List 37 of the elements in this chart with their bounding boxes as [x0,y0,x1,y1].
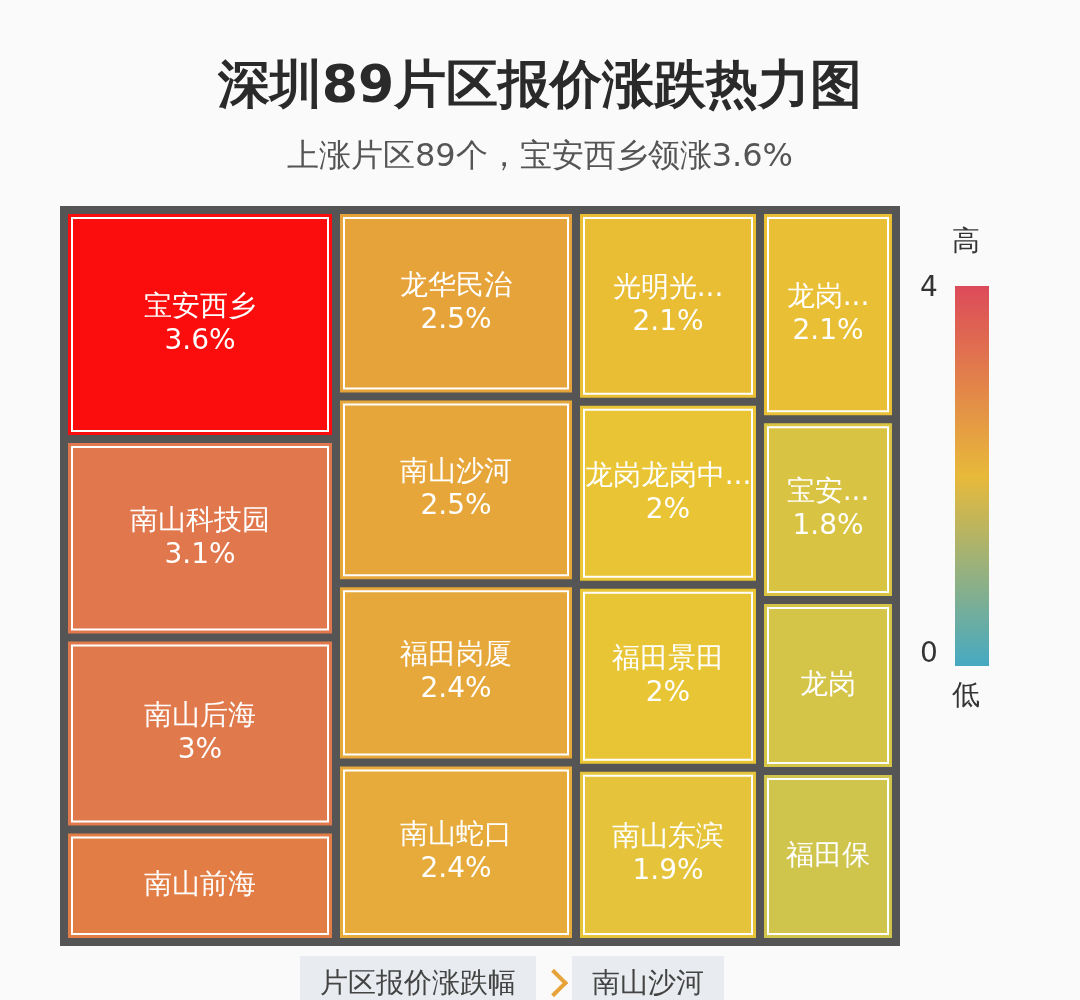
data-label: 1.8% [792,507,864,541]
data-label: 2% [645,491,691,525]
data-label: 3.6% [164,322,236,356]
data-label: 2.1% [792,312,864,346]
category-label: 龙岗龙岗中... [584,457,752,491]
category-label: 福田岗厦 [400,637,512,671]
category-label: 宝安... [786,473,870,507]
text: 深圳89片区报价涨跌热力图 [216,53,864,116]
category-label: 龙岗... [786,278,870,312]
data-label: 2.4% [420,850,492,884]
data-label: 2.5% [420,301,492,335]
text: 低 [952,677,980,713]
data-label: 1.9% [632,853,704,887]
category-label: 南山东滨 [612,819,724,853]
data-label: 2% [645,674,691,708]
category-label: 福田景田 [612,640,724,674]
category-label: 龙岗 [800,666,856,700]
category-label: 南山蛇口 [400,816,512,850]
text: 南山沙河 [572,956,724,1000]
text: 0 [920,636,938,669]
data-label: 2.1% [632,304,704,338]
text: 片区报价涨跌幅 [300,956,536,1000]
text: 高 [952,223,980,259]
text: 上涨片区89个，宝安西乡领涨3.6% [286,135,794,176]
category-label: 南山科技园 [130,502,270,536]
data-label: 2.4% [420,671,492,705]
category-label: 南山沙河 [400,454,512,488]
category-label: 龙华民治 [400,267,512,301]
category-label: 南山后海 [144,697,256,731]
data-label: 3% [177,731,223,765]
data-label: 2.5% [420,488,492,522]
category-label: 宝安西乡 [144,288,256,322]
category-label: 光明光... [612,270,724,304]
category-label: 南山前海 [144,867,256,901]
category-label: 福田保 [786,837,870,871]
text: 4 [920,270,938,303]
data-label: 3.1% [164,536,236,570]
